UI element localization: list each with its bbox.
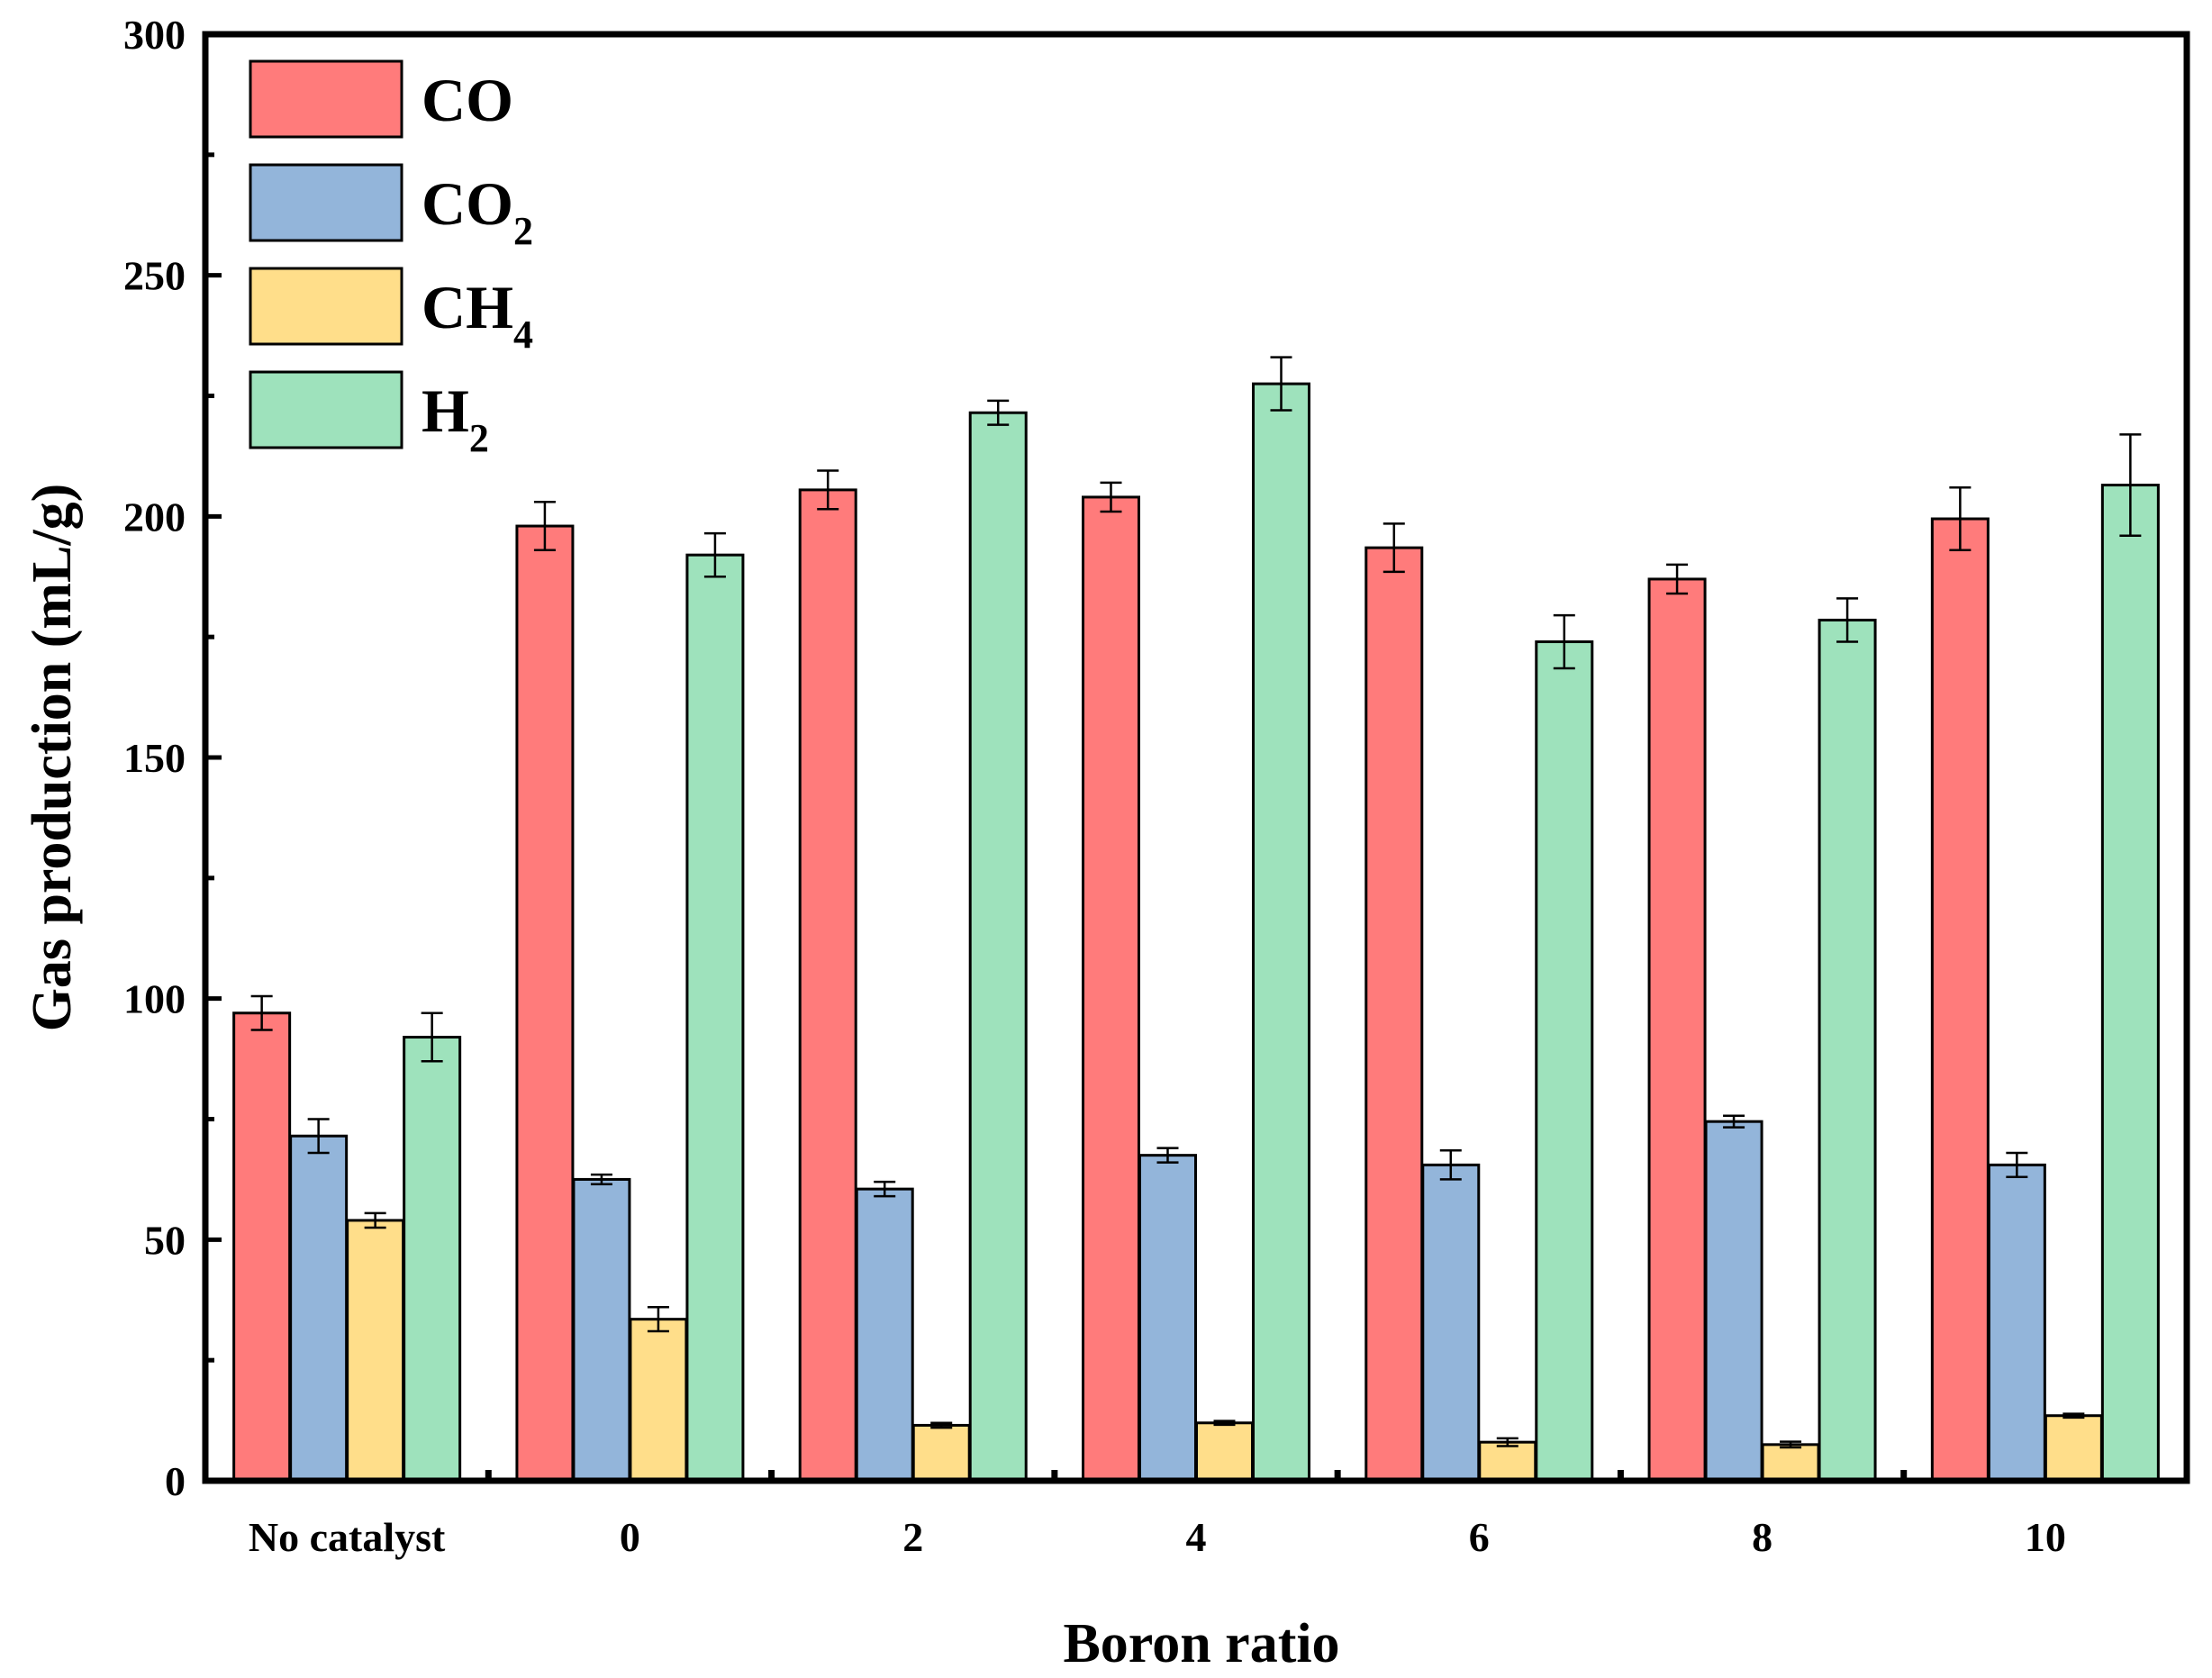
legend-label-H2: H2 (422, 376, 489, 460)
errorbars-layer (250, 356, 2142, 1449)
legend-swatch-H2 (249, 370, 403, 449)
x-tick-label: 4 (1186, 1514, 1207, 1560)
bar-CH4-8 (1761, 1443, 1820, 1483)
bar-CO2-4 (1138, 1154, 1197, 1483)
bar-CO-2 (798, 488, 857, 1483)
legend-swatch-CO2 (249, 163, 403, 242)
x-tick-label: No catalyst (249, 1514, 446, 1560)
y-axis-title: Gas production (mL/g) (22, 484, 83, 1032)
bar-CO2-no-catalyst (289, 1134, 349, 1483)
bar-H2-no-catalyst (403, 1035, 462, 1483)
bar-H2-0 (685, 553, 745, 1483)
bar-CO-0 (515, 524, 575, 1483)
bar-CH4-2 (911, 1423, 971, 1483)
bar-H2-8 (1818, 618, 1877, 1483)
x-tick-label: 8 (1752, 1514, 1772, 1560)
bar-H2-2 (968, 411, 1028, 1483)
bar-CH4-0 (629, 1318, 688, 1483)
legend-swatch-CH4 (249, 267, 403, 346)
bar-H2-4 (1252, 382, 1310, 1483)
y-tick-label: 200 (123, 494, 186, 540)
x-tick-label: 2 (902, 1514, 923, 1560)
legend-label-CH4: CH4 (422, 273, 533, 357)
bar-CH4-4 (1195, 1421, 1254, 1483)
bar-CH4-no-catalyst (346, 1219, 405, 1483)
bar-CO2-6 (1421, 1163, 1481, 1483)
x-tick-label: 6 (1469, 1514, 1490, 1560)
bar-CO-8 (1647, 577, 1707, 1483)
y-tick-label: 0 (165, 1458, 186, 1504)
legend-label-subscript: 2 (513, 209, 533, 253)
bar-CO2-10 (1987, 1163, 2046, 1483)
legend-label-main: CH (422, 273, 513, 341)
legend-label-subscript: 2 (469, 416, 489, 460)
legend-label-main: H (422, 376, 469, 445)
y-tick-label: 50 (144, 1217, 186, 1263)
legend-label-subscript: 4 (513, 313, 533, 357)
bar-H2-10 (2100, 484, 2160, 1483)
bar-CO2-2 (855, 1187, 914, 1483)
bar-CO-10 (1930, 517, 1990, 1483)
bar-CO-no-catalyst (232, 1011, 292, 1483)
bar-CO-4 (1082, 495, 1140, 1483)
bar-H2-6 (1535, 640, 1594, 1483)
y-tick-label: 150 (123, 735, 186, 781)
bars-layer (232, 382, 2160, 1483)
legend-label-main: CO (422, 66, 513, 134)
legend-swatch-CO (249, 59, 403, 139)
legend-label-CO2: CO2 (422, 169, 533, 253)
y-tick-label: 250 (123, 253, 186, 299)
legend-label-main: CO (422, 169, 513, 238)
x-axis-title: Boron ratio (1063, 1613, 1339, 1674)
bar-CO-6 (1364, 546, 1424, 1483)
bar-CO2-0 (572, 1177, 631, 1483)
y-tick-label: 100 (123, 976, 186, 1022)
y-tick-label: 300 (123, 12, 186, 58)
bar-CO2-8 (1704, 1120, 1763, 1483)
bar-CH4-6 (1478, 1440, 1537, 1483)
legend-label-CO: CO (422, 66, 513, 134)
x-tick-label: 0 (620, 1514, 640, 1560)
bar-CH4-10 (2044, 1414, 2103, 1483)
x-tick-label: 10 (2025, 1514, 2066, 1560)
